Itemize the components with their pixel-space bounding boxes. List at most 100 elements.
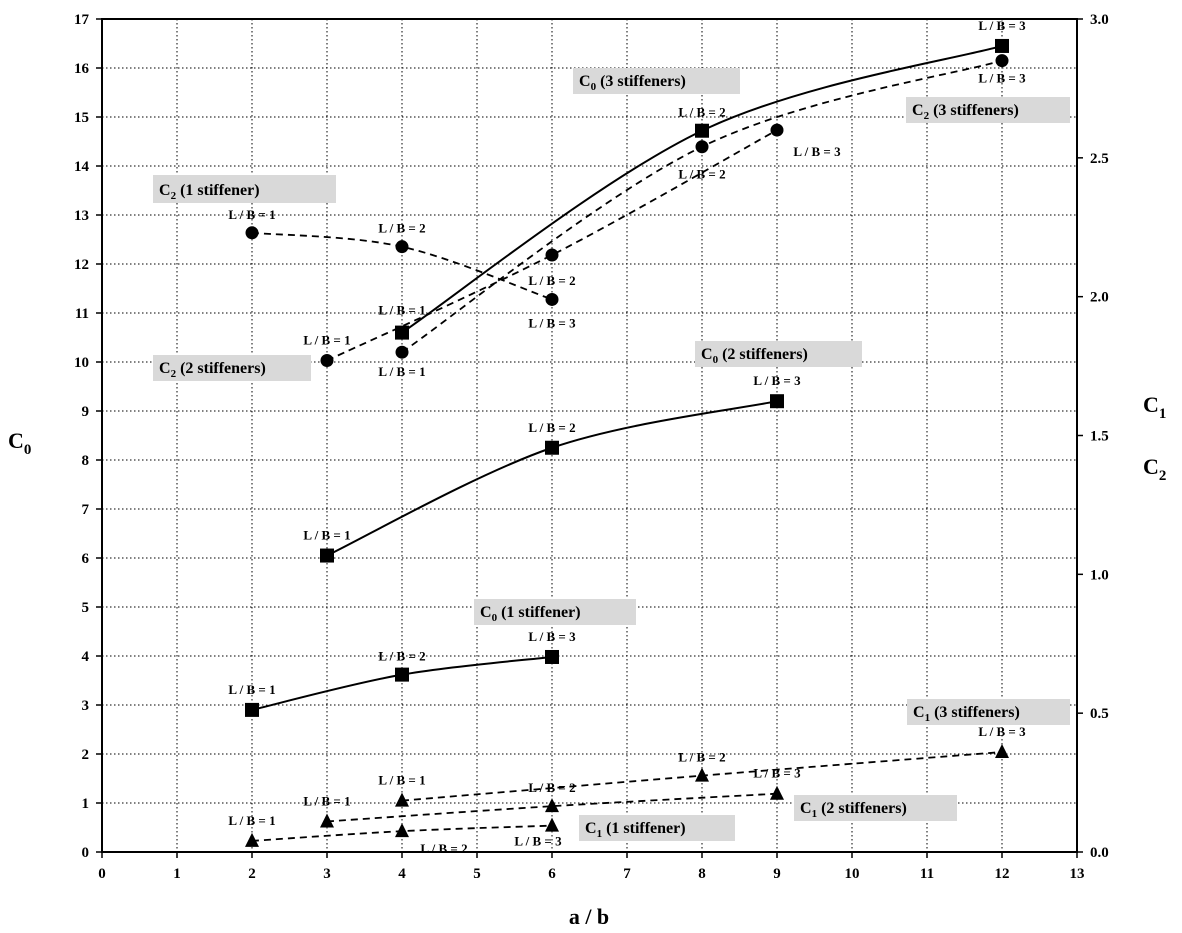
y-tick-label: 4 [82, 649, 90, 665]
point-label: L / B = 2 [378, 221, 425, 236]
data-point-square [245, 702, 259, 717]
series-label: C2 (2 stiffeners) [153, 355, 311, 381]
series-line [326, 792, 778, 823]
point-label: L / B = 2 [678, 167, 725, 182]
y-tick-label: 14 [74, 159, 90, 175]
point-label: L / B = 2 [528, 780, 575, 795]
series-label: C0 (1 stiffener) [474, 599, 636, 625]
plot-border [101, 18, 1078, 853]
data-point-square [545, 649, 559, 664]
series-label-text: C2 (1 stiffener) [159, 182, 260, 202]
data-point-square [395, 325, 409, 340]
series-label-box [579, 815, 735, 841]
x-tick-label: 13 [1070, 866, 1085, 882]
point-label: L / B = 3 [753, 766, 801, 781]
series-label-text: C0 (3 stiffeners) [579, 73, 686, 93]
point-label: L / B = 3 [528, 315, 576, 330]
series-label: C1 (3 stiffeners) [907, 699, 1070, 725]
point-label: L / B = 3 [978, 71, 1026, 86]
series-label: C0 (2 stiffeners) [695, 341, 862, 367]
series-label: C1 (2 stiffeners) [794, 795, 957, 821]
x-tick-label: 4 [398, 866, 406, 882]
x-tick-label: 9 [773, 866, 781, 882]
y-tick-label: 15 [74, 110, 89, 126]
data-point-square [320, 548, 334, 563]
point-label: L / B = 1 [378, 773, 425, 788]
point-label: L / B = 3 [978, 18, 1026, 33]
point-label: L / B = 3 [978, 724, 1026, 739]
series-label-box [474, 599, 636, 625]
point-label: L / B = 1 [303, 333, 350, 348]
series-label: C1 (1 stiffener) [579, 815, 735, 841]
series-label-box [153, 355, 311, 381]
y-tick-label: 10 [74, 355, 89, 371]
x-tick-label: 10 [845, 866, 860, 882]
y2-tick-label: 3.0 [1090, 12, 1109, 28]
point-labels: L / B = 1 L / B = 2 L / B = 3 L / B = 1 L / … [228, 18, 1026, 856]
series-labels: C0 (1 stiffener) C0 (2 stiffeners) C0 (3 s… [153, 68, 1070, 841]
y-tick-label: 3 [82, 698, 90, 714]
data-point-triangle [995, 744, 1009, 759]
point-label: L / B = 2 [378, 649, 425, 664]
x-tick-label: 6 [548, 866, 556, 882]
series-label-text: C0 (2 stiffeners) [701, 346, 808, 366]
series-label-box [573, 68, 740, 94]
point-label: L / B = 1 [303, 793, 350, 808]
x-axis-title: a / b [569, 904, 609, 929]
point-label: L / B = 3 [514, 834, 562, 849]
point-label: L / B = 1 [228, 207, 275, 222]
y-tick-label: 17 [74, 12, 90, 28]
y2-axis-title-line-2: C2 [1143, 454, 1166, 484]
y-tick-label: 7 [82, 502, 90, 518]
y-tick-label: 9 [82, 404, 90, 420]
series-label: C2 (3 stiffeners) [906, 97, 1070, 123]
x-tick-label: 5 [473, 866, 481, 882]
point-label: L / B = 1 [378, 303, 425, 318]
y-tick-label: 6 [82, 551, 90, 567]
y-tick-label: 13 [74, 208, 89, 224]
point-label: L / B = 2 [528, 273, 575, 288]
y-tick-label: 1 [82, 796, 90, 812]
data-point-circle [395, 345, 409, 359]
x-tick-label: 3 [323, 866, 331, 882]
y-tick-label: 11 [75, 306, 89, 322]
data-point-triangle [770, 785, 784, 800]
y2-tick-label: 1.0 [1090, 567, 1109, 583]
grid [102, 19, 1077, 852]
point-label: L / B = 2 [528, 420, 575, 435]
data-point-circle [245, 226, 259, 240]
data-point-square [395, 667, 409, 682]
series-markers [245, 38, 1009, 847]
data-point-circle [695, 140, 709, 154]
y2-tick-label: 0.5 [1090, 706, 1109, 722]
series-label-box [907, 699, 1070, 725]
series-label-text: C2 (2 stiffeners) [159, 360, 266, 380]
data-point-triangle [395, 792, 409, 807]
point-label: L / B = 1 [228, 813, 275, 828]
y2-tick-label: 1.5 [1090, 429, 1109, 445]
axis-ticks: 0 1 2 3 4 5 6 7 8 9 10 11 12 130123456789101112131415… [74, 12, 1109, 882]
data-point-square [695, 123, 709, 138]
point-label: L / B = 1 [303, 528, 350, 543]
point-label: L / B = 3 [753, 373, 801, 388]
series-label-text: C1 (1 stiffener) [585, 820, 686, 840]
point-label: L / B = 2 [678, 105, 725, 120]
data-point-circle [995, 54, 1009, 68]
point-label: L / B = 3 [528, 629, 576, 644]
series-label-text: C1 (3 stiffeners) [913, 704, 1020, 724]
data-point-square [995, 38, 1009, 53]
series-label-text: C2 (3 stiffeners) [912, 102, 1019, 122]
point-label: L / B = 2 [420, 841, 467, 856]
data-point-circle [395, 240, 409, 254]
data-point-circle [770, 123, 784, 137]
series-label-box [153, 175, 336, 203]
y-tick-label: 16 [74, 61, 90, 77]
data-point-triangle [320, 813, 334, 828]
y-tick-label: 0 [82, 845, 90, 861]
x-tick-label: 2 [248, 866, 256, 882]
data-point-square [545, 440, 559, 455]
x-tick-label: 8 [698, 866, 706, 882]
y-tick-label: 12 [74, 257, 89, 273]
point-label: L / B = 1 [378, 364, 425, 379]
